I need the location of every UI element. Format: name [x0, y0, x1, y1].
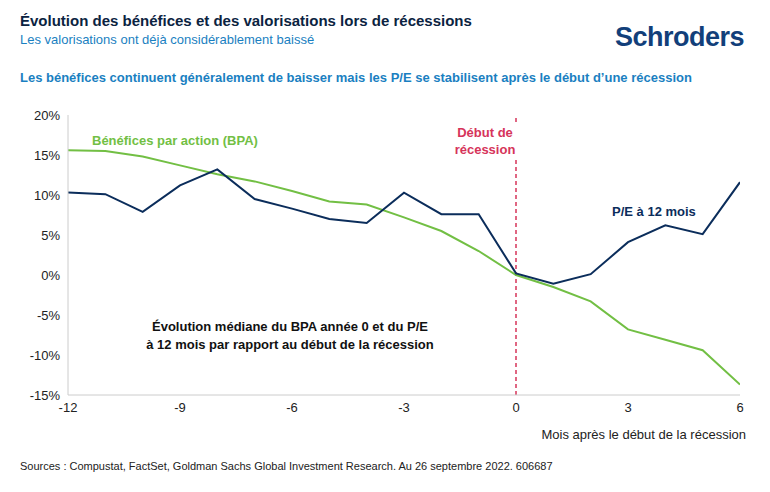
svg-text:-12: -12	[59, 400, 78, 415]
svg-text:0: 0	[512, 400, 519, 415]
html-text:Schroders: Schroders	[614, 22, 744, 52]
html-text:Les bénéfices continuent génér: Les bénéfices continuent généralement de…	[20, 70, 692, 85]
html-text:à 12 mois par rapport au début: à 12 mois par rapport au début de la réc…	[146, 337, 434, 352]
html-text:Évolution médiane du BPA année: Évolution médiane du BPA année 0 et du P…	[152, 319, 428, 334]
html-text:P/E à 12 mois: P/E à 12 mois	[612, 204, 696, 219]
html-text:Sources : Compustat, FactSet,: Sources : Compustat, FactSet, Goldman Sa…	[20, 460, 553, 472]
svg-text:3: 3	[624, 400, 631, 415]
svg-text:-5%: -5%	[37, 308, 61, 323]
html-text:Début de: Début de	[457, 125, 513, 140]
svg-text:5%: 5%	[41, 228, 60, 243]
svg-text:-3: -3	[398, 400, 410, 415]
svg-text:-10%: -10%	[30, 348, 61, 363]
svg-text:10%: 10%	[34, 188, 60, 203]
html-text:récession: récession	[454, 142, 516, 157]
svg-text:-9: -9	[174, 400, 186, 415]
html-text:Évolution des bénéfices et des: Évolution des bénéfices et des valorisat…	[20, 12, 472, 29]
html-text:Bénéfices par action (BPA): Bénéfices par action (BPA)	[92, 133, 258, 148]
svg-text:15%: 15%	[34, 148, 60, 163]
svg-text:-6: -6	[286, 400, 298, 415]
html-text:Mois après le début de la réce: Mois après le début de la récession	[541, 427, 746, 442]
svg-text:20%: 20%	[34, 108, 60, 123]
svg-text:0%: 0%	[41, 268, 60, 283]
html-text:Les valorisations ont déjà con: Les valorisations ont déjà considérablem…	[20, 32, 315, 47]
svg-text:-15%: -15%	[30, 388, 61, 403]
svg-text:6: 6	[736, 400, 743, 415]
